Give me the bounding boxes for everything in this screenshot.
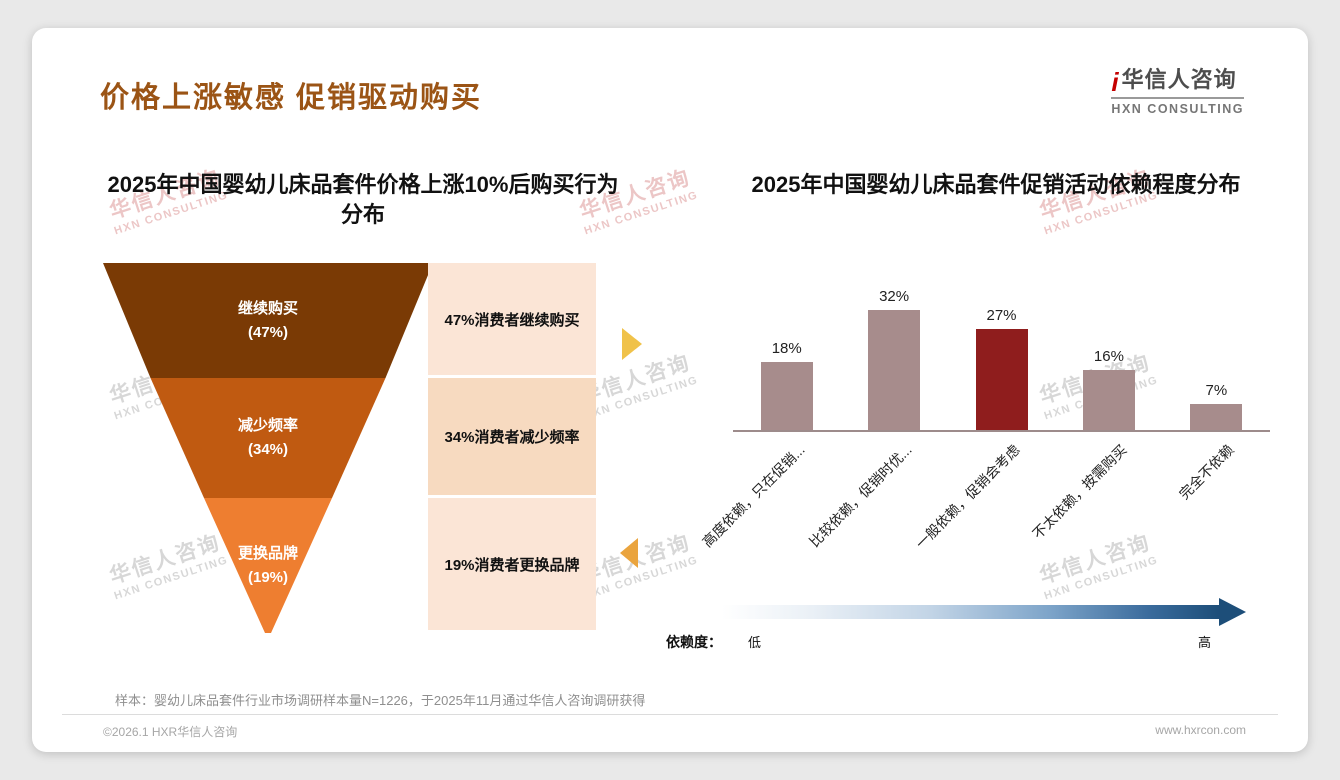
dependence-scale-high: 高 — [1198, 635, 1212, 650]
logo-en-text: HXN CONSULTING — [1111, 102, 1244, 116]
funnel-segment: 继续购买 (47%) — [103, 263, 433, 378]
brand-logo-top: i 华信人咨询 — [1111, 62, 1244, 99]
logo-cn-text: 华信人咨询 — [1121, 67, 1237, 92]
dependence-gradient-arrow — [722, 605, 1219, 619]
bar — [760, 362, 813, 430]
funnel-chart: 继续购买 (47%) 减少频率 (34%) 更换品牌 (19%) — [103, 263, 433, 633]
funnel-segment-label: 更换品牌 (19%) — [237, 544, 298, 586]
brand-mark-icon: i — [1111, 66, 1119, 97]
bar-slot: 7% — [1163, 382, 1270, 430]
funnel-segment: 更换品牌 (19%) — [204, 498, 332, 633]
funnel-chart-title: 2025年中国婴幼儿床品套件价格上涨10%后购买行为 分布 — [107, 172, 619, 227]
funnel-annotation: 19%消费者更换品牌 — [428, 498, 596, 630]
bar-value-label: 32% — [879, 288, 910, 305]
footer-website: www.hxrcon.com — [1155, 723, 1246, 737]
page-title: 价格上涨敏感 促销驱动购买 — [100, 82, 483, 114]
bar-slot: 18% — [733, 340, 840, 430]
dependence-gradient-arrowhead — [1219, 598, 1246, 626]
funnel-annotation: 47%消费者继续购买 — [428, 263, 596, 375]
bar-chart-title: 2025年中国婴幼儿床品套件促销活动依赖程度分布 — [751, 172, 1241, 197]
bar-value-label: 18% — [771, 340, 802, 357]
sample-note: 样本：婴幼儿床品套件行业市场调研样本量N=1226，于2025年11月通过华信人… — [115, 693, 646, 708]
bar-value-label: 16% — [1093, 348, 1124, 365]
bar-chart: 18% 32% 27% 16% 7% — [733, 276, 1270, 430]
footer-copyright: ©2026.1 HXR华信人咨询 — [103, 725, 238, 739]
bar-value-label: 7% — [1205, 382, 1228, 399]
arrow-left-icon — [620, 538, 638, 568]
bar-value-label: 27% — [986, 307, 1017, 324]
dependence-scale-low: 低 — [748, 635, 762, 650]
bar-slot: 16% — [1055, 348, 1162, 430]
bar — [868, 310, 921, 430]
dependence-scale-label: 依赖度： — [666, 634, 722, 650]
funnel-annotation: 34%消费者减少频率 — [428, 378, 596, 495]
funnel-segment: 减少频率 (34%) — [150, 378, 386, 498]
footer-divider — [62, 714, 1278, 715]
funnel-segment-label: 继续购买 (47%) — [237, 299, 298, 341]
bar-slot: 32% — [840, 288, 947, 430]
watermark-en: HXN CONSULTING — [1042, 554, 1160, 603]
watermark-en: HXN CONSULTING — [582, 374, 700, 423]
arrow-right-icon — [622, 328, 642, 360]
bar-chart-x-axis — [733, 430, 1270, 432]
slide-card: 华信人咨询 HXN CONSULTING 华信人咨询 HXN CONSULTING 华信… — [32, 28, 1308, 752]
bar-slot: 27% — [948, 307, 1055, 430]
bar — [1082, 370, 1135, 430]
bar — [1190, 404, 1243, 430]
bar — [975, 329, 1028, 430]
funnel-segment-label: 减少频率 (34%) — [237, 417, 298, 458]
brand-logo: i 华信人咨询 HXN CONSULTING — [1111, 62, 1244, 116]
